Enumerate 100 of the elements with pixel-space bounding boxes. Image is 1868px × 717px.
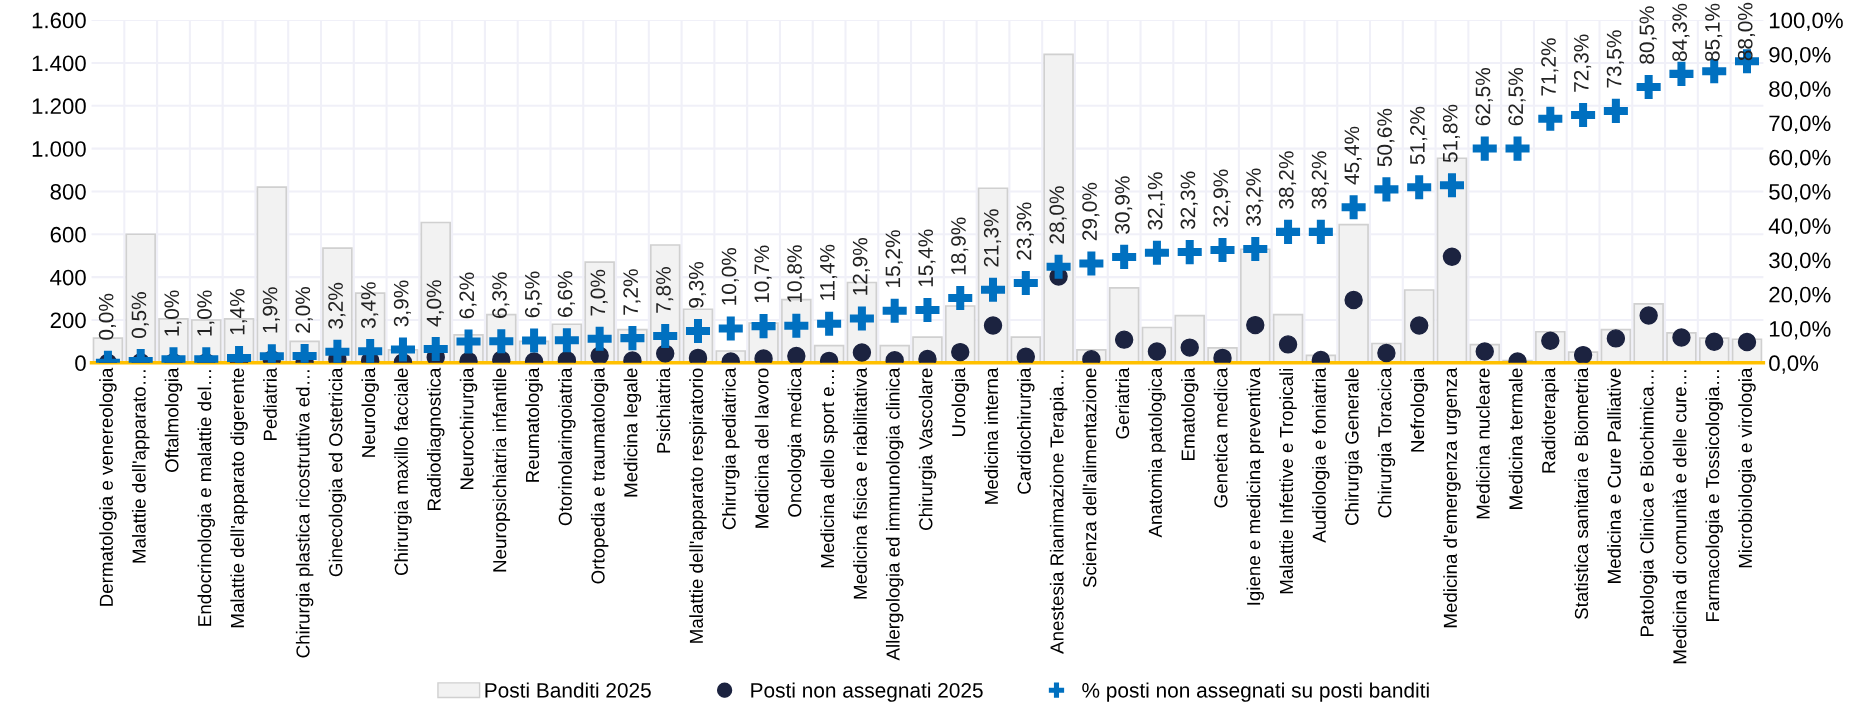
data-label: 62,5% (1508, 68, 1526, 126)
y2-tick-label: 60,0% (1769, 149, 1831, 169)
x-tick-label: Genetica medica (1213, 367, 1228, 508)
x-tick-label: Geriatria (1115, 367, 1130, 439)
y-tick-label: 1.000 (32, 141, 86, 157)
data-label: 30,9% (1114, 176, 1133, 234)
data-label: 1,4% (229, 289, 248, 335)
x-tick-label: Scienza dell'alimentazione (1082, 368, 1097, 588)
data-label: 88,0% (1737, 2, 1756, 61)
x-tick-label: Igiene e medicina preventiva (1246, 367, 1265, 605)
data-label: 18,9% (951, 217, 969, 275)
data-label: 1,0% (197, 290, 215, 336)
data-label: 45,4% (1344, 126, 1362, 185)
data-label: 3,9% (393, 280, 412, 327)
x-tick-label: Chirurgia Generale (1344, 368, 1363, 526)
data-label: 38,2% (1278, 151, 1297, 209)
data-label: 7,0% (590, 269, 608, 316)
data-label: 6,5% (524, 271, 543, 318)
data-label: 6,2% (459, 272, 477, 319)
x-tick-label: Oncologia medica (787, 367, 806, 517)
y2-tick-label: 70,0% (1769, 115, 1831, 134)
x-tick-label: Chirurgia Vascolare (918, 368, 937, 530)
data-label: 1,0% (164, 290, 182, 336)
x-tick-label: Malattie Infettive e Tropicali (1279, 368, 1297, 594)
data-label: 3,4% (361, 282, 379, 329)
x-tick-label: Medicina termale (1508, 368, 1523, 509)
x-tick-label: Anatomia patologica (1148, 367, 1166, 538)
data-label: 0,0% (98, 293, 116, 340)
data-label: 15,2% (885, 230, 903, 287)
data-label: 23,3% (1016, 202, 1034, 260)
y-tick-label: 1.600 (32, 12, 86, 29)
data-label: 10,8% (787, 245, 805, 302)
x-tick-label: Allergologia ed immunologia clinica (885, 367, 904, 661)
y-tick-label: 0 (75, 355, 86, 372)
x-tick-label: Medicina interna (984, 367, 999, 504)
x-tick-label: Psichiatria (656, 367, 671, 453)
data-label: 7,2% (623, 269, 641, 315)
legend-label: % posti non assegnati su posti banditi (1082, 682, 1429, 702)
data-label: 80,5% (1639, 6, 1657, 64)
data-label: 10,7% (754, 245, 772, 303)
y2-tick-label: 100,0% (1769, 12, 1843, 31)
x-tick-label: Malattie dell'apparato… (131, 370, 150, 563)
x-tick-label: Medicina del lavoro (754, 368, 769, 528)
x-tick-label: Patologia Clinica e Biochimica… (1639, 370, 1658, 637)
data-label: 50,6% (1377, 108, 1395, 167)
x-tick-label: Dermatologia e venereologia (99, 367, 117, 606)
y2-tick-label: 50,0% (1769, 183, 1831, 203)
data-label: 38,2% (1311, 151, 1329, 209)
x-tick-label: Medicina fisica e riabilitativa (853, 367, 867, 599)
data-label: 28,0% (1049, 186, 1067, 244)
y2-tick-label: 90,0% (1769, 46, 1831, 66)
legend-label: Posti non assegnati 2025 (751, 682, 983, 702)
x-tick-label: Medicina legale (623, 368, 642, 497)
y2-tick-label: 30,0% (1769, 252, 1831, 271)
x-tick-label: Neuropsichiatria infantile (492, 368, 511, 572)
data-label: 0,5% (131, 292, 149, 339)
x-tick-label: Oftalmologia (164, 367, 183, 473)
data-label: 84,3% (1672, 3, 1690, 62)
data-label: 51,2% (1410, 106, 1428, 165)
x-tick-label: Malattie dell'apparato respiratorio (689, 368, 707, 643)
y-tick-label: 1.200 (32, 98, 86, 115)
y-tick-label: 1.400 (32, 55, 86, 72)
data-label: 21,3% (983, 209, 1002, 267)
x-tick-label: Farmacologia e Tossicologia… (1705, 370, 1723, 622)
x-tick-label: Anestesia Rianimazione Terapia… (1049, 370, 1068, 654)
data-label: 33,2% (1246, 168, 1264, 226)
y2-tick-label: 0,0% (1769, 355, 1819, 374)
x-tick-label: Pediatria (263, 367, 277, 441)
x-tick-label: Cardiochirurgia (1017, 367, 1035, 494)
data-label: 6,6% (557, 271, 575, 317)
x-tick-label: Medicina nucleare (1476, 368, 1490, 519)
x-tick-label: Medicina e Cure Palliative (1607, 368, 1621, 583)
x-tick-label: Medicina dello sport e… (820, 370, 838, 568)
data-label: 32,3% (1180, 171, 1198, 230)
data-label: 32,1% (1147, 172, 1165, 230)
x-tick-label: Chirurgia plastica ricostruttiva ed… (295, 370, 314, 658)
x-tick-label: Radiodiagnostica (427, 367, 445, 510)
data-label: 71,2% (1541, 38, 1559, 96)
x-tick-label: Nefrologia (1410, 367, 1428, 452)
data-label: 7,8% (656, 267, 674, 313)
x-tick-label: Ortopedia e traumatologia (590, 367, 609, 584)
data-label: 85,1% (1705, 3, 1723, 62)
x-tick-label: Neurochirurgia (459, 367, 478, 490)
data-label: 62,5% (1475, 68, 1493, 126)
y2-tick-label: 20,0% (1769, 286, 1831, 306)
data-label: 32,9% (1213, 169, 1231, 228)
x-tick-label: Medicina di comunità e delle cure… (1672, 370, 1687, 664)
y-tick-label: 600 (50, 226, 86, 243)
data-label: 73,5% (1606, 30, 1624, 88)
data-label: 72,3% (1573, 34, 1592, 92)
x-tick-label: Chirurgia Toracica (1377, 367, 1396, 518)
data-label: 6,3% (492, 272, 510, 318)
x-tick-label: Statistica sanitaria e Biometria (1574, 367, 1589, 619)
data-label: 15,4% (918, 229, 936, 287)
y-tick-label: 200 (50, 312, 86, 329)
x-tick-label: Otorinolaringoiatria (558, 367, 576, 526)
x-tick-label: Microbiologia e virologia (1738, 367, 1756, 568)
x-tick-label: Reumatologia (525, 367, 543, 482)
x-tick-label: Audiologia e foniatria (1312, 367, 1330, 543)
x-tick-label: Ginecologia ed Ostetricia (328, 367, 347, 577)
